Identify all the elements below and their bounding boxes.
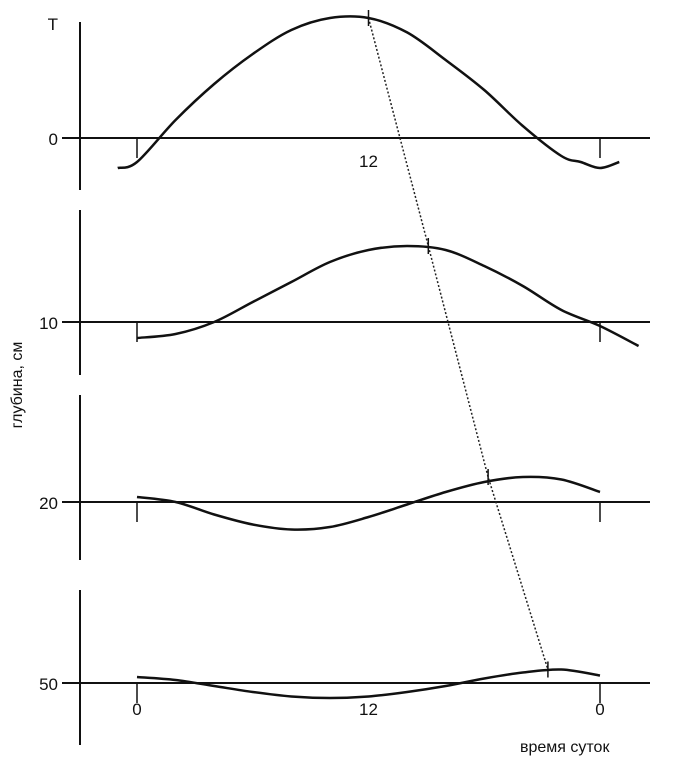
- x-axis-label: время суток: [520, 739, 610, 756]
- y-tick-label: T: [48, 15, 58, 34]
- x-tick-label: 0: [595, 700, 604, 719]
- phase-line-group: [367, 10, 549, 678]
- y-tick-label: 50: [39, 675, 58, 694]
- y-tick-label: 0: [49, 130, 58, 149]
- curve-depth-50: [136, 668, 601, 700]
- phase-line: [367, 17, 549, 670]
- x-tick-label: 12: [359, 700, 378, 719]
- y-tick-label: 10: [39, 314, 58, 333]
- x-tick-label: 0: [132, 700, 141, 719]
- y-tick-label: 20: [39, 494, 58, 513]
- tick-labels: T 0 10 20 50 12 0 12 0: [39, 15, 605, 719]
- curves: [117, 15, 640, 700]
- x-tick-label: 12: [359, 152, 378, 171]
- curve-depth-0: [117, 15, 620, 170]
- curve-depth-20: [136, 475, 601, 531]
- y-axis-label: глубина, см: [9, 342, 26, 429]
- curve-depth-10: [136, 244, 640, 348]
- axes: [62, 22, 650, 745]
